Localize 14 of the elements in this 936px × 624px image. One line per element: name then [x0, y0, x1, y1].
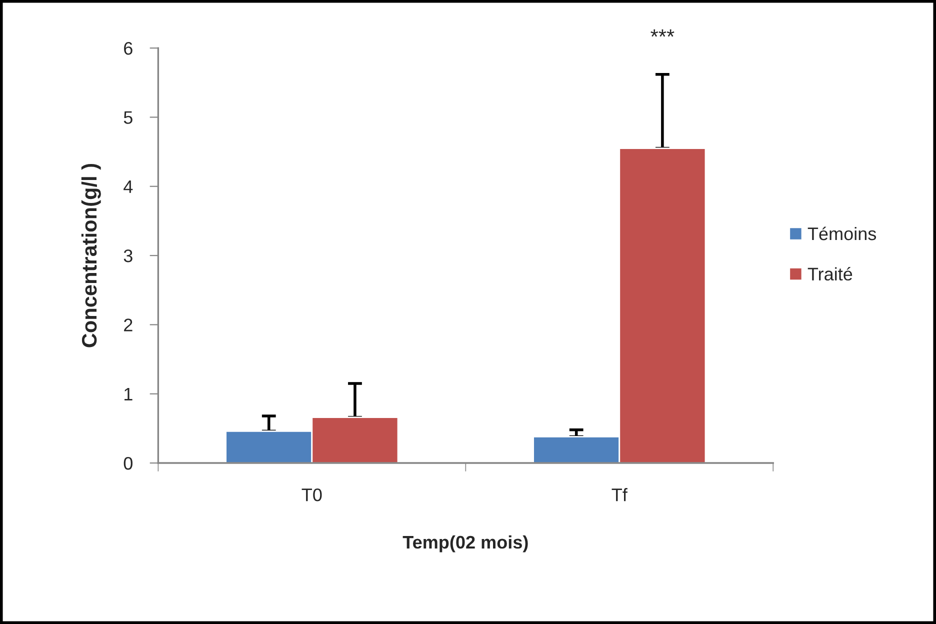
y-tick-label: 2	[124, 318, 132, 332]
y-tick-label: 5	[124, 111, 132, 124]
y-axis-title: Concentration(g/l )	[81, 164, 101, 348]
legend-label: Traité	[808, 267, 852, 281]
x-tick-label: T0	[302, 488, 322, 502]
y-tick-label: 1	[124, 388, 132, 400]
y-tick-label: 4	[124, 180, 133, 193]
y-tick-label: 6	[124, 42, 132, 55]
x-axis-title: Temp(02 mois)	[402, 535, 528, 552]
text: ***	[650, 29, 674, 37]
legend-label: Témoins	[808, 226, 876, 240]
y-tick-label: 0	[124, 456, 132, 470]
y-tick-label: 3	[124, 249, 132, 262]
x-tick-label: Tf	[612, 488, 628, 502]
